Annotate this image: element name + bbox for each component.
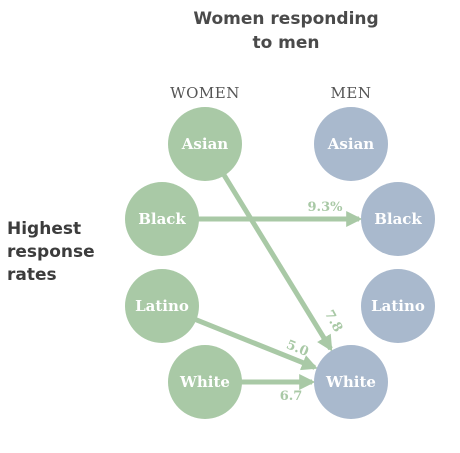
men-node-black (361, 182, 435, 256)
link-rate-label-white-to-white: 6.7 (280, 389, 303, 404)
men-node-white (314, 345, 388, 419)
diagram-title-line-1: Women responding (193, 9, 378, 29)
men-node-label-black: Black (374, 210, 422, 228)
women-node-latino (125, 269, 199, 343)
nodes-layer: Asian Black Latino White Asian Black Latino Whi… (125, 107, 435, 419)
link-arrow-asian-to-white (206, 149, 333, 352)
men-node-label-white: White (325, 373, 376, 391)
side-label-line-2: response (7, 242, 95, 262)
men-node-asian (314, 107, 388, 181)
men-column-header: MEN (331, 84, 372, 102)
women-column-header: WOMEN (170, 84, 240, 102)
women-node-black (125, 182, 199, 256)
link-rate-label-black-to-black: 9.3% (308, 200, 344, 215)
women-node-white (168, 345, 242, 419)
side-label-line-3: rates (7, 265, 57, 285)
women-node-label-latino: Latino (135, 297, 189, 315)
men-node-label-latino: Latino (371, 297, 425, 315)
side-label-line-1: Highest (7, 219, 81, 239)
men-node-label-asian: Asian (327, 135, 375, 153)
women-node-label-white: White (179, 373, 230, 391)
women-node-asian (168, 107, 242, 181)
women-node-label-black: Black (138, 210, 186, 228)
men-node-latino (361, 269, 435, 343)
diagram-title-line-2: to men (252, 33, 319, 53)
women-node-label-asian: Asian (181, 135, 229, 153)
link-rate-label-asian-to-white: 7.8 (321, 308, 345, 335)
